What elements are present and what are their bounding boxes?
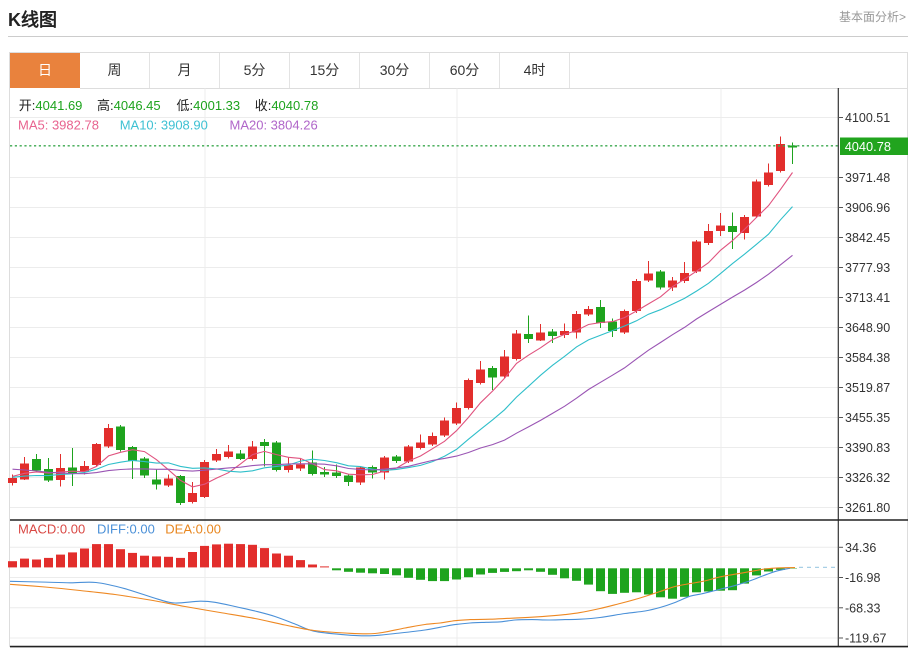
svg-text:3648.90: 3648.90	[845, 321, 890, 335]
svg-text:开:4041.69高:4046.45低:4001.33收:4: 开:4041.69 高:4046.45 低:4001.33 收:4040.78	[19, 98, 319, 113]
svg-text:3777.93: 3777.93	[845, 261, 890, 275]
svg-text:3519.87: 3519.87	[845, 381, 890, 395]
svg-text:3906.96: 3906.96	[845, 201, 890, 215]
svg-text:3713.41: 3713.41	[845, 291, 890, 305]
svg-text:-68.33: -68.33	[845, 601, 880, 615]
svg-text:3455.35: 3455.35	[845, 411, 890, 425]
svg-text:4100.51: 4100.51	[845, 111, 890, 125]
svg-text:3261.80: 3261.80	[845, 501, 890, 515]
svg-text:3584.38: 3584.38	[845, 351, 890, 365]
svg-text:-119.67: -119.67	[845, 632, 887, 646]
svg-text:4040.78: 4040.78	[845, 139, 891, 154]
svg-text:3326.32: 3326.32	[845, 471, 890, 485]
svg-text:3971.48: 3971.48	[845, 171, 890, 185]
svg-text:-16.98: -16.98	[845, 571, 880, 585]
svg-text:3390.83: 3390.83	[845, 441, 890, 455]
svg-text:3842.45: 3842.45	[845, 231, 890, 245]
svg-text:34.36: 34.36	[845, 541, 876, 555]
